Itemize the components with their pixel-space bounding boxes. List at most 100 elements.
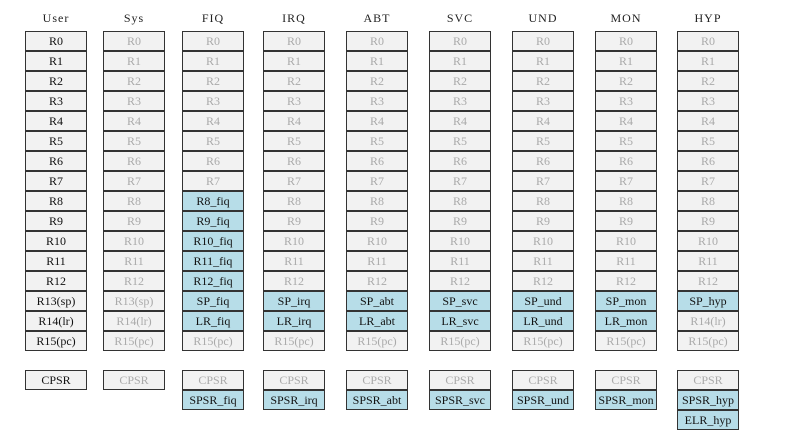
register: R12: [512, 271, 574, 291]
register: R1: [103, 51, 165, 71]
register: R2: [182, 71, 244, 91]
register: R8_fiq: [182, 191, 244, 211]
register: R1: [263, 51, 325, 71]
register: R15(pc): [263, 331, 325, 351]
register: R15(pc): [103, 331, 165, 351]
register: R7: [429, 171, 491, 191]
register: R15(pc): [677, 331, 739, 351]
register: R1: [25, 51, 87, 71]
status-register: SPSR_fiq: [182, 390, 244, 410]
register: R1: [512, 51, 574, 71]
register: R15(pc): [25, 331, 87, 351]
register: R15(pc): [346, 331, 408, 351]
register: R4: [103, 111, 165, 131]
register: R7: [263, 171, 325, 191]
register: R2: [25, 71, 87, 91]
register: R2: [677, 71, 739, 91]
register: SP_und: [512, 291, 574, 311]
register: R11: [595, 251, 657, 271]
register: R4: [25, 111, 87, 131]
register: R5: [182, 131, 244, 151]
register: R7: [346, 171, 408, 191]
status-register: SPSR_abt: [346, 390, 408, 410]
register: R3: [512, 91, 574, 111]
register: R11: [429, 251, 491, 271]
register: R8: [103, 191, 165, 211]
register: R5: [595, 131, 657, 151]
register: R3: [677, 91, 739, 111]
register: R9: [677, 211, 739, 231]
column-header: MON: [610, 11, 642, 25]
register: R0: [25, 31, 87, 51]
register: R10: [429, 231, 491, 251]
register: R5: [512, 131, 574, 151]
register: R6: [512, 151, 574, 171]
column-header: HYP: [694, 11, 722, 25]
column-header: UND: [528, 11, 558, 25]
register: R8: [429, 191, 491, 211]
register: R9: [25, 211, 87, 231]
register: R8: [346, 191, 408, 211]
status-register: CPSR: [103, 370, 165, 390]
register: R11: [263, 251, 325, 271]
register: R6: [346, 151, 408, 171]
register: R5: [677, 131, 739, 151]
register: R10: [25, 231, 87, 251]
register: SP_abt: [346, 291, 408, 311]
register: R12: [103, 271, 165, 291]
register: R6: [25, 151, 87, 171]
register: R8: [677, 191, 739, 211]
register: R1: [346, 51, 408, 71]
register: R9: [103, 211, 165, 231]
register: R3: [263, 91, 325, 111]
column-header: FIQ: [201, 11, 225, 25]
register: R0: [677, 31, 739, 51]
register: R0: [182, 31, 244, 51]
register: R8: [595, 191, 657, 211]
register: R6: [103, 151, 165, 171]
register: SP_svc: [429, 291, 491, 311]
register: R1: [429, 51, 491, 71]
register: R4: [346, 111, 408, 131]
register: R15(pc): [512, 331, 574, 351]
register: R3: [182, 91, 244, 111]
register: R2: [512, 71, 574, 91]
register: R11: [25, 251, 87, 271]
register: R3: [103, 91, 165, 111]
register: R4: [429, 111, 491, 131]
register: R12: [595, 271, 657, 291]
register: R15(pc): [429, 331, 491, 351]
register: R10: [595, 231, 657, 251]
column-header: User: [42, 11, 70, 25]
register: R14(lr): [25, 311, 87, 331]
status-register: SPSR_irq: [263, 390, 325, 410]
register: R11_fiq: [182, 251, 244, 271]
register: R5: [25, 131, 87, 151]
register: R4: [182, 111, 244, 131]
register: R7: [677, 171, 739, 191]
column-header: ABT: [363, 11, 391, 25]
register: R12_fiq: [182, 271, 244, 291]
register: R6: [263, 151, 325, 171]
register: R10: [512, 231, 574, 251]
register: R10: [346, 231, 408, 251]
status-register: CPSR: [346, 370, 408, 390]
status-register: SPSR_hyp: [677, 390, 739, 410]
register: R15(pc): [182, 331, 244, 351]
register: R7: [595, 171, 657, 191]
register: R9: [595, 211, 657, 231]
register: R9: [346, 211, 408, 231]
status-register: SPSR_und: [512, 390, 574, 410]
register: R9: [429, 211, 491, 231]
register: R9_fiq: [182, 211, 244, 231]
status-register: CPSR: [677, 370, 739, 390]
status-register: CPSR: [182, 370, 244, 390]
register: LR_fiq: [182, 311, 244, 331]
register: R3: [346, 91, 408, 111]
register: R0: [346, 31, 408, 51]
register: R2: [429, 71, 491, 91]
register: R10: [677, 231, 739, 251]
register: R12: [25, 271, 87, 291]
register: R2: [595, 71, 657, 91]
register: R7: [512, 171, 574, 191]
